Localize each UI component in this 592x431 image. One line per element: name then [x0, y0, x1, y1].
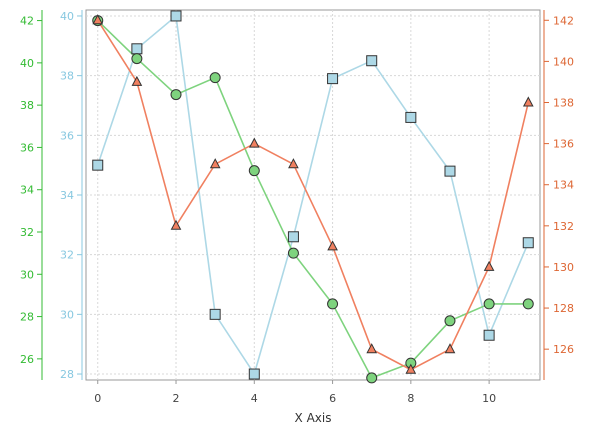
data-point-square — [522, 237, 534, 249]
y-tick-label-green: 30 — [20, 268, 34, 281]
y-tick-label-orange: 130 — [553, 261, 574, 274]
y-tick-label-blue: 36 — [60, 129, 74, 142]
y-tick-label-green: 36 — [20, 141, 34, 154]
data-point-square — [405, 111, 417, 123]
data-point-square — [170, 10, 182, 22]
y-tick-label-orange: 136 — [553, 138, 574, 151]
data-point-triangle — [131, 75, 143, 86]
data-point-circle — [444, 315, 456, 327]
y-tick-label-orange: 138 — [553, 97, 574, 110]
y-tick-label-green: 28 — [20, 311, 34, 324]
y-tick-label-green: 38 — [20, 99, 34, 112]
series-layer — [92, 10, 534, 384]
data-point-triangle — [248, 137, 260, 148]
data-point-triangle — [288, 158, 299, 169]
x-tick-label: 6 — [329, 392, 336, 405]
data-point-square — [131, 43, 143, 55]
data-point-circle — [170, 89, 182, 101]
data-point-triangle — [366, 343, 378, 354]
grid — [86, 10, 540, 380]
data-point-triangle — [327, 240, 338, 251]
x-tick-label: 0 — [94, 392, 101, 405]
y-tick-label-orange: 128 — [553, 302, 574, 315]
x-tick-label: 8 — [407, 392, 414, 405]
data-point-circle — [483, 298, 495, 310]
y-tick-label-orange: 142 — [553, 14, 574, 27]
y-tick-label-blue: 30 — [60, 308, 74, 321]
data-point-circle — [209, 72, 221, 84]
data-point-triangle — [483, 260, 495, 271]
y-tick-label-green: 32 — [20, 226, 34, 239]
x-tick-label: 2 — [173, 392, 180, 405]
y-tick-label-green: 34 — [20, 184, 34, 197]
data-point-triangle — [170, 219, 182, 230]
data-point-circle — [287, 247, 299, 259]
y-tick-label-green: 42 — [20, 15, 34, 28]
data-point-circle — [131, 53, 143, 65]
y-tick-label-blue: 28 — [60, 368, 74, 381]
x-axis-title: X Axis — [295, 411, 332, 425]
y-tick-label-green: 40 — [20, 57, 34, 70]
data-point-square — [209, 308, 221, 320]
data-point-square — [366, 55, 378, 67]
data-point-square — [248, 368, 260, 380]
series-line-orange — [97, 19, 530, 371]
data-point-triangle — [209, 158, 221, 169]
y-tick-label-orange: 132 — [553, 220, 574, 233]
series-line-green — [97, 20, 529, 379]
data-point-circle — [327, 298, 339, 310]
y-tick-label-blue: 34 — [60, 189, 74, 202]
series-line-blue — [96, 14, 530, 376]
data-point-circle — [366, 372, 378, 384]
data-point-circle — [522, 298, 534, 310]
data-point-square — [92, 159, 104, 171]
axes: 0 2 4 6 8 10 26 28 30 32 34 36 38 40 42 28 30 32 34 36 38 40 1… — [20, 10, 574, 405]
data-point-triangle — [522, 96, 534, 107]
data-point-triangle — [92, 14, 104, 25]
y-tick-label-orange: 134 — [553, 179, 574, 192]
y-tick-label-blue: 38 — [60, 70, 74, 83]
y-tick-label-blue: 32 — [60, 249, 74, 262]
y-tick-label-green: 26 — [20, 353, 34, 366]
data-point-square — [483, 329, 495, 341]
data-point-square — [444, 165, 456, 177]
y-tick-label-orange: 126 — [553, 343, 574, 356]
data-point-square — [287, 231, 299, 243]
x-tick-label: 10 — [482, 392, 496, 405]
y-tick-label-blue: 40 — [60, 10, 74, 23]
data-point-square — [327, 73, 339, 85]
y-tick-label-orange: 140 — [553, 55, 574, 68]
x-tick-label: 4 — [251, 392, 258, 405]
data-point-triangle — [444, 343, 456, 354]
data-point-circle — [248, 165, 260, 177]
data-point-triangle — [405, 363, 417, 374]
